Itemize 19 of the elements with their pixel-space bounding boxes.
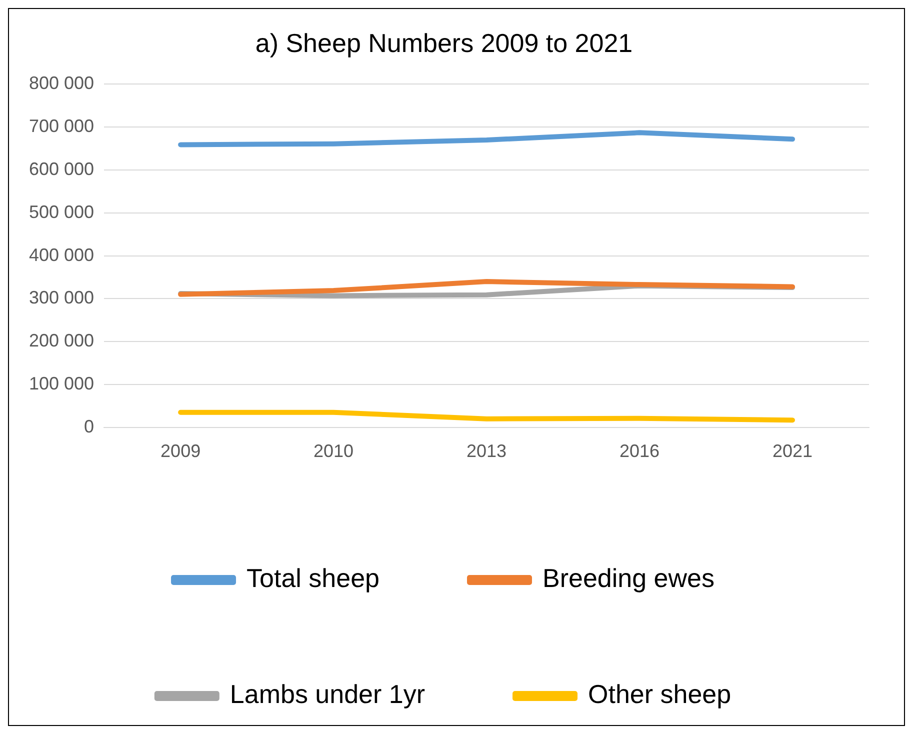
x-tick-label: 2010 xyxy=(314,441,354,462)
legend-label: Breeding ewes xyxy=(542,563,714,594)
x-tick-label: 2013 xyxy=(466,441,507,462)
y-tick-label: 400 000 xyxy=(28,244,94,265)
y-tick-label: 100 000 xyxy=(28,373,94,394)
y-tick-label: 500 000 xyxy=(28,202,94,222)
chart-title: a) Sheep Numbers 2009 to 2021 xyxy=(255,28,633,58)
y-tick-label: 800 000 xyxy=(28,73,94,94)
y-tick-label: 0 xyxy=(84,416,94,436)
y-tick-label: 700 000 xyxy=(28,116,94,136)
y-tick-label: 600 000 xyxy=(28,158,94,179)
legend-label: Total sheep xyxy=(246,563,380,594)
y-tick-label: 300 000 xyxy=(28,288,94,308)
y-tick-label: 200 000 xyxy=(28,330,94,351)
legend-label: Other sheep xyxy=(588,679,732,710)
x-tick-label: 2021 xyxy=(772,441,813,462)
legend-label: Lambs under 1yr xyxy=(230,679,426,710)
x-tick-label: 2009 xyxy=(160,441,201,462)
x-tick-label: 2016 xyxy=(619,441,660,462)
